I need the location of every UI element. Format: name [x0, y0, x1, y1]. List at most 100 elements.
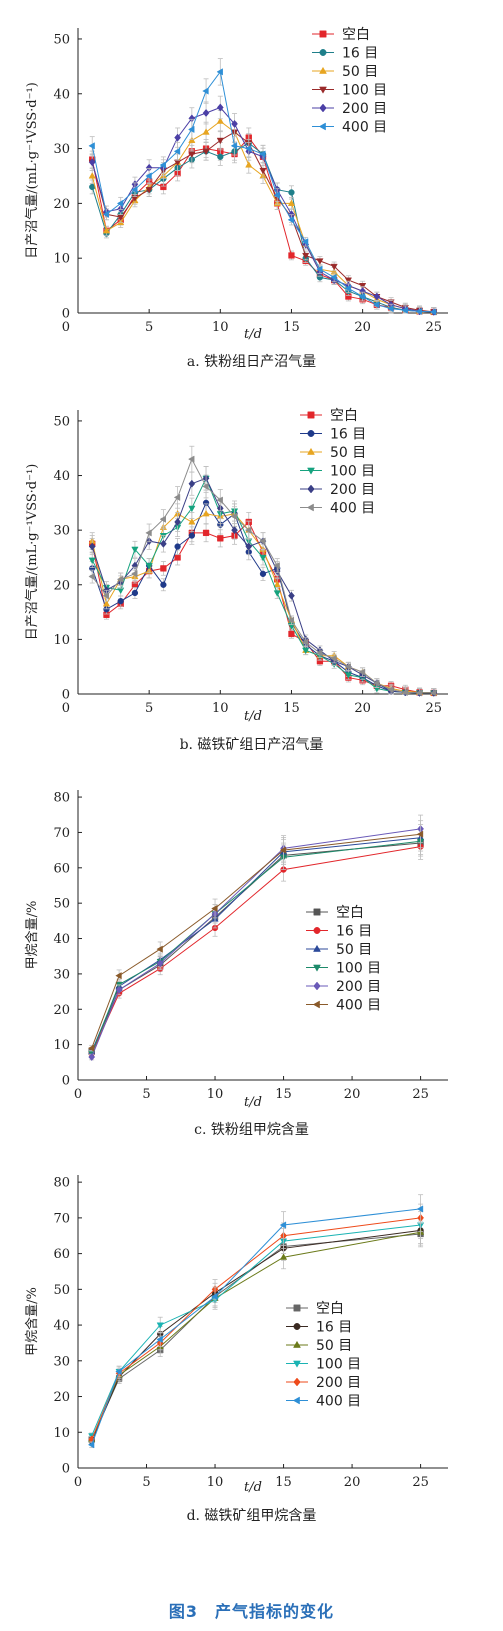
legend-marker [319, 66, 327, 74]
data-point [387, 304, 394, 313]
data-point [288, 591, 295, 600]
legend-label: 50 目 [316, 1338, 352, 1354]
data-point [429, 689, 437, 697]
data-point [88, 158, 96, 167]
series-3 [88, 824, 425, 1055]
data-point [245, 542, 253, 551]
data-point [173, 147, 181, 155]
data-point [156, 945, 163, 953]
x-tick-label: 10 [212, 701, 229, 716]
data-point [173, 493, 181, 502]
data-point [156, 1335, 163, 1343]
series-line [91, 1224, 421, 1436]
series-line [91, 477, 434, 694]
data-point [88, 1052, 96, 1062]
data-point [116, 199, 124, 208]
legend-item: 50 目 [286, 1338, 352, 1354]
legend-item: 200 目 [306, 979, 381, 995]
x-tick-label: 25 [425, 320, 442, 335]
legend: 空白 16 目 50 目 100 目 200 目 400 目 [286, 1301, 361, 1410]
data-point [211, 904, 218, 913]
data-point [416, 830, 424, 838]
data-point [174, 517, 181, 526]
data-point [160, 581, 167, 588]
legend-item: 空白 [306, 905, 364, 921]
data-point [259, 150, 266, 158]
legend-item: 200 目 [312, 101, 387, 117]
y-tick-label: 10 [53, 252, 70, 267]
y-tick-label: 60 [53, 1247, 70, 1262]
data-point [188, 532, 195, 539]
figure-caption: 图3 产气指标的变化 [168, 1602, 335, 1621]
panel-title: b. 磁铁矿组日产沼气量 [180, 737, 324, 753]
legend-marker [313, 944, 321, 952]
data-point [145, 563, 153, 570]
chart-panel-2: 0 10 20 30 40 50 5 10 15 20 25 0 t/d 日产沼气量/(mL·g⁻¹VSS… [24, 408, 448, 753]
legend-marker [313, 964, 321, 972]
data-point [244, 144, 252, 153]
data-point [302, 647, 310, 655]
legend-item: 50 目 [306, 942, 372, 958]
series-line [91, 846, 421, 1054]
panel-title: c. 铁粉组甲烷含量 [194, 1122, 309, 1138]
legend: 空白 16 目 50 目 100 目 200 目 400 目 [300, 408, 375, 517]
data-point [316, 649, 323, 657]
y-axis-label: 甲烷含量/% [24, 1287, 40, 1356]
data-point [102, 210, 110, 218]
data-point [103, 606, 110, 613]
series-line [91, 1217, 421, 1440]
data-point [145, 172, 152, 180]
data-point [231, 526, 238, 535]
series-6 [87, 820, 424, 1052]
data-point [401, 306, 408, 314]
legend-label: 空白 [336, 905, 364, 921]
legend-marker [307, 430, 315, 437]
data-point [115, 1367, 122, 1376]
x-tick-label: 10 [212, 320, 229, 335]
panel-title: a. 铁粉组日产沼气量 [187, 354, 316, 370]
data-point [216, 68, 223, 76]
legend-item: 200 目 [286, 1375, 361, 1391]
legend-label: 400 目 [336, 998, 381, 1014]
data-point [102, 592, 110, 600]
x-axis-label: t/d [244, 1480, 262, 1495]
x-tick-label: 5 [142, 1087, 150, 1102]
legend-label: 200 目 [336, 979, 381, 995]
legend-marker [293, 1304, 301, 1312]
y-tick-label: 80 [53, 1176, 70, 1191]
x-tick-label: 15 [275, 1087, 292, 1102]
data-point [217, 535, 224, 542]
data-point [287, 216, 295, 224]
chart-panel-1: 0 10 20 30 40 50 5 10 15 20 25 0 t/d 日产沼气量/(mL·g⁻¹VSS… [24, 27, 448, 370]
data-point [387, 686, 394, 694]
series-1 [88, 829, 424, 1055]
data-point [259, 167, 267, 175]
legend-label: 50 目 [330, 445, 366, 461]
legend-item: 50 目 [312, 64, 378, 80]
legend-marker [313, 981, 321, 991]
data-point [202, 108, 210, 117]
data-point [287, 199, 296, 206]
legend-label: 200 目 [316, 1375, 361, 1391]
legend-label: 100 目 [342, 83, 387, 99]
data-point [358, 292, 366, 301]
legend-label: 16 目 [316, 1320, 352, 1336]
x-tick-label: 25 [425, 701, 442, 716]
legend-item: 16 目 [306, 924, 372, 940]
data-point [358, 668, 366, 676]
data-point [160, 565, 167, 572]
data-point [244, 526, 252, 534]
y-tick-label: 50 [53, 1283, 70, 1298]
x-axis-label: t/d [244, 709, 262, 724]
y-tick-label: 80 [53, 791, 70, 806]
y-tick-label: 20 [53, 1003, 70, 1018]
data-point [373, 301, 380, 309]
legend-item: 50 目 [300, 445, 366, 461]
data-point [116, 575, 124, 583]
y-tick-label: 70 [53, 826, 70, 841]
data-point [202, 482, 209, 491]
y-tick-label: 50 [53, 897, 70, 912]
legend-label: 16 目 [330, 427, 366, 443]
legend-label: 400 目 [316, 1394, 361, 1410]
x-tick-label: 5 [145, 320, 153, 335]
